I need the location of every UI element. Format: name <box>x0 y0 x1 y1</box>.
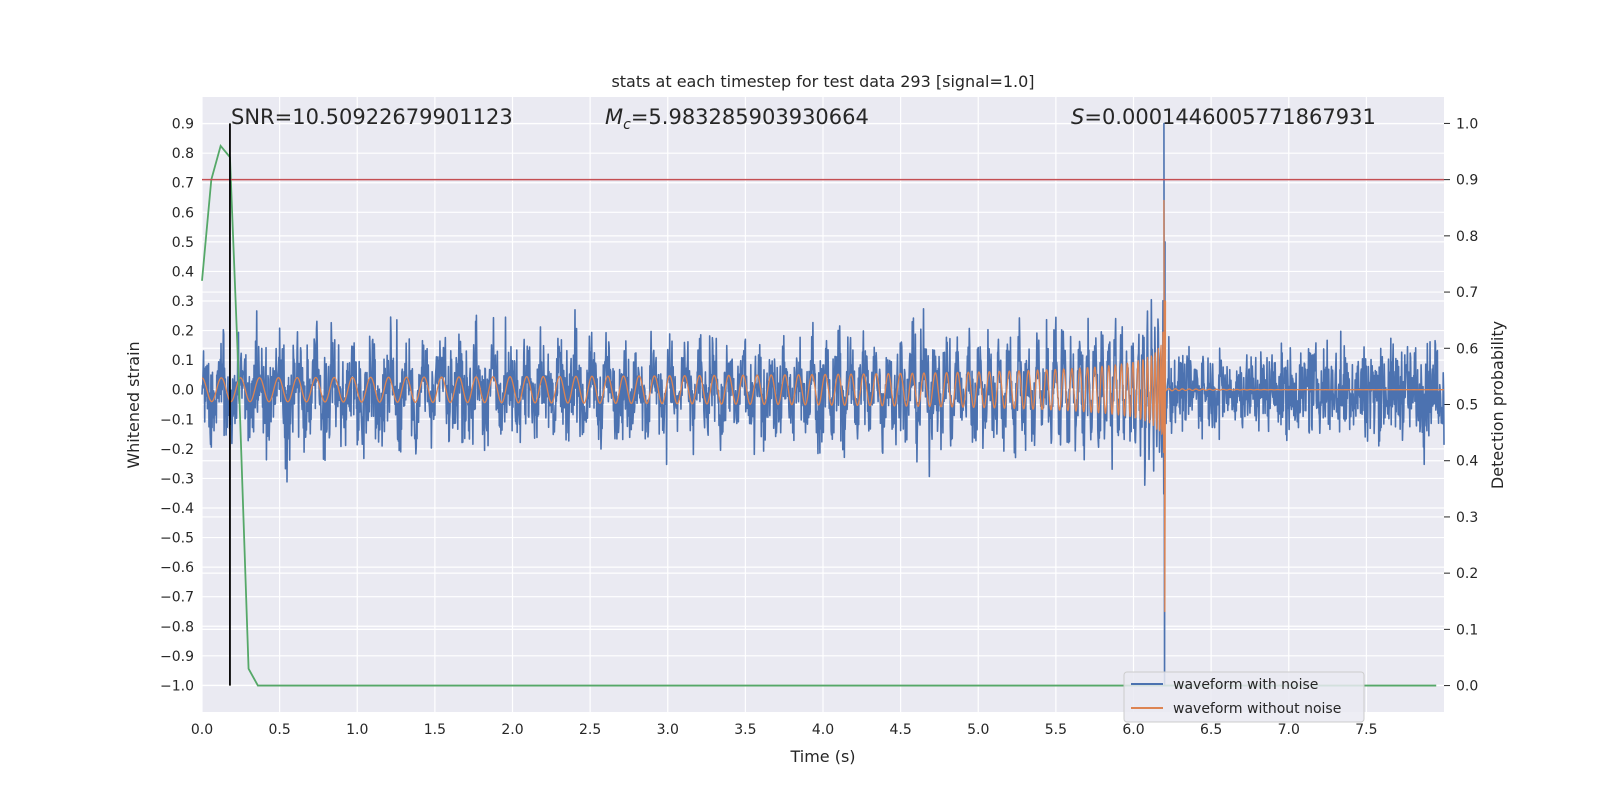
x-tick-label: 0.0 <box>191 722 213 738</box>
y2-tick-label: 0.9 <box>1456 173 1478 189</box>
y2-axis-label: Detection probability <box>1488 321 1507 489</box>
y-tick-label: 0.4 <box>172 264 194 280</box>
y2-tick-label: 0.1 <box>1456 622 1478 638</box>
s-annotation: S=0.0001446005771867931 <box>1071 105 1376 129</box>
y-tick-label: −0.5 <box>160 531 194 547</box>
y-axis-label: Whitened strain <box>124 341 143 468</box>
snr-annotation: SNR=10.50922679901123 <box>231 105 513 129</box>
s-symbol: S <box>1071 105 1084 129</box>
x-tick-label: 4.0 <box>812 722 834 738</box>
legend-label-clean: waveform without noise <box>1173 701 1341 717</box>
y-tick-label: −0.7 <box>160 590 194 606</box>
y-tick-label: −0.3 <box>160 471 194 487</box>
y-tick-label: 0.0 <box>172 383 194 399</box>
x-tick-label: 2.0 <box>501 722 523 738</box>
y2-tick-label: 0.4 <box>1456 454 1478 470</box>
y-tick-label: −0.4 <box>160 501 194 517</box>
chart-title: stats at each timestep for test data 293… <box>611 72 1034 91</box>
x-tick-label: 6.0 <box>1122 722 1144 738</box>
x-tick-label: 0.5 <box>268 722 290 738</box>
y-tick-label: 0.3 <box>172 294 194 310</box>
series-waveform-without-noise <box>201 199 1445 613</box>
y-tick-label: −0.8 <box>160 619 194 635</box>
y-tick-label: 0.9 <box>172 117 194 133</box>
x-tick-label: 3.5 <box>734 722 756 738</box>
overlays <box>202 123 1444 686</box>
y2-tick-label: 0.8 <box>1456 229 1478 245</box>
y-tick-label: 0.2 <box>172 324 194 340</box>
detection-probability-line <box>201 144 1437 687</box>
y-tick-label: 0.6 <box>172 205 194 221</box>
y2-tick-label: 0.2 <box>1456 566 1478 582</box>
y-tick-label: −0.6 <box>160 560 194 576</box>
chirp-mass-annotation: Mc=5.983285903930664 <box>605 105 869 133</box>
x-tick-label: 1.0 <box>346 722 368 738</box>
y2-tick-label: 0.5 <box>1456 398 1478 414</box>
y-tick-label: −0.9 <box>160 649 194 665</box>
x-tick-label: 1.5 <box>424 722 446 738</box>
y-tick-label: 0.8 <box>172 146 194 162</box>
legend-box <box>1123 671 1365 723</box>
tick-labels: 0.0 0.5 1.0 1.5 2.0 2.5 3.0 3.5 4.0 4.5 5.0 5.5 6.0 6… <box>160 116 1478 738</box>
x-tick-label: 7.5 <box>1355 722 1377 738</box>
waveform-without-noise-line <box>201 199 1445 613</box>
grid <box>201 97 1450 712</box>
waveform-with-noise-line <box>201 122 1445 687</box>
x-tick-label: 4.5 <box>889 722 911 738</box>
chirp-mass-symbol: M <box>605 105 623 129</box>
y-tick-label: 0.1 <box>172 353 194 369</box>
y-tick-label: −0.1 <box>160 412 194 428</box>
s-value: =0.0001446005771867931 <box>1084 105 1376 129</box>
x-tick-label: 6.5 <box>1200 722 1222 738</box>
y-tick-label: 0.7 <box>172 176 194 192</box>
chirp-mass-subscript: c <box>623 117 631 133</box>
series-waveform-with-noise <box>201 122 1445 687</box>
y-tick-label: −0.2 <box>160 442 194 458</box>
y-tick-label: 0.5 <box>172 235 194 251</box>
x-tick-label: 7.0 <box>1278 722 1300 738</box>
y2-tick-label: 1.0 <box>1456 116 1478 132</box>
x-tick-label: 5.5 <box>1045 722 1067 738</box>
chirp-mass-value: =5.983285903930664 <box>631 105 869 129</box>
y2-tick-label: 0.6 <box>1456 341 1478 357</box>
y2-tick-label: 0.3 <box>1456 510 1478 526</box>
x-axis-label: Time (s) <box>789 747 855 766</box>
x-tick-label: 3.0 <box>657 722 679 738</box>
y-tick-label: −1.0 <box>160 678 194 694</box>
legend: waveform with noise waveform without noi… <box>1123 671 1365 723</box>
x-tick-label: 5.0 <box>967 722 989 738</box>
series-detection-probability <box>201 144 1437 687</box>
legend-label-noise: waveform with noise <box>1173 677 1318 693</box>
x-tick-label: 2.5 <box>579 722 601 738</box>
y2-tick-label: 0.7 <box>1456 285 1478 301</box>
y2-tick-label: 0.0 <box>1456 679 1478 695</box>
